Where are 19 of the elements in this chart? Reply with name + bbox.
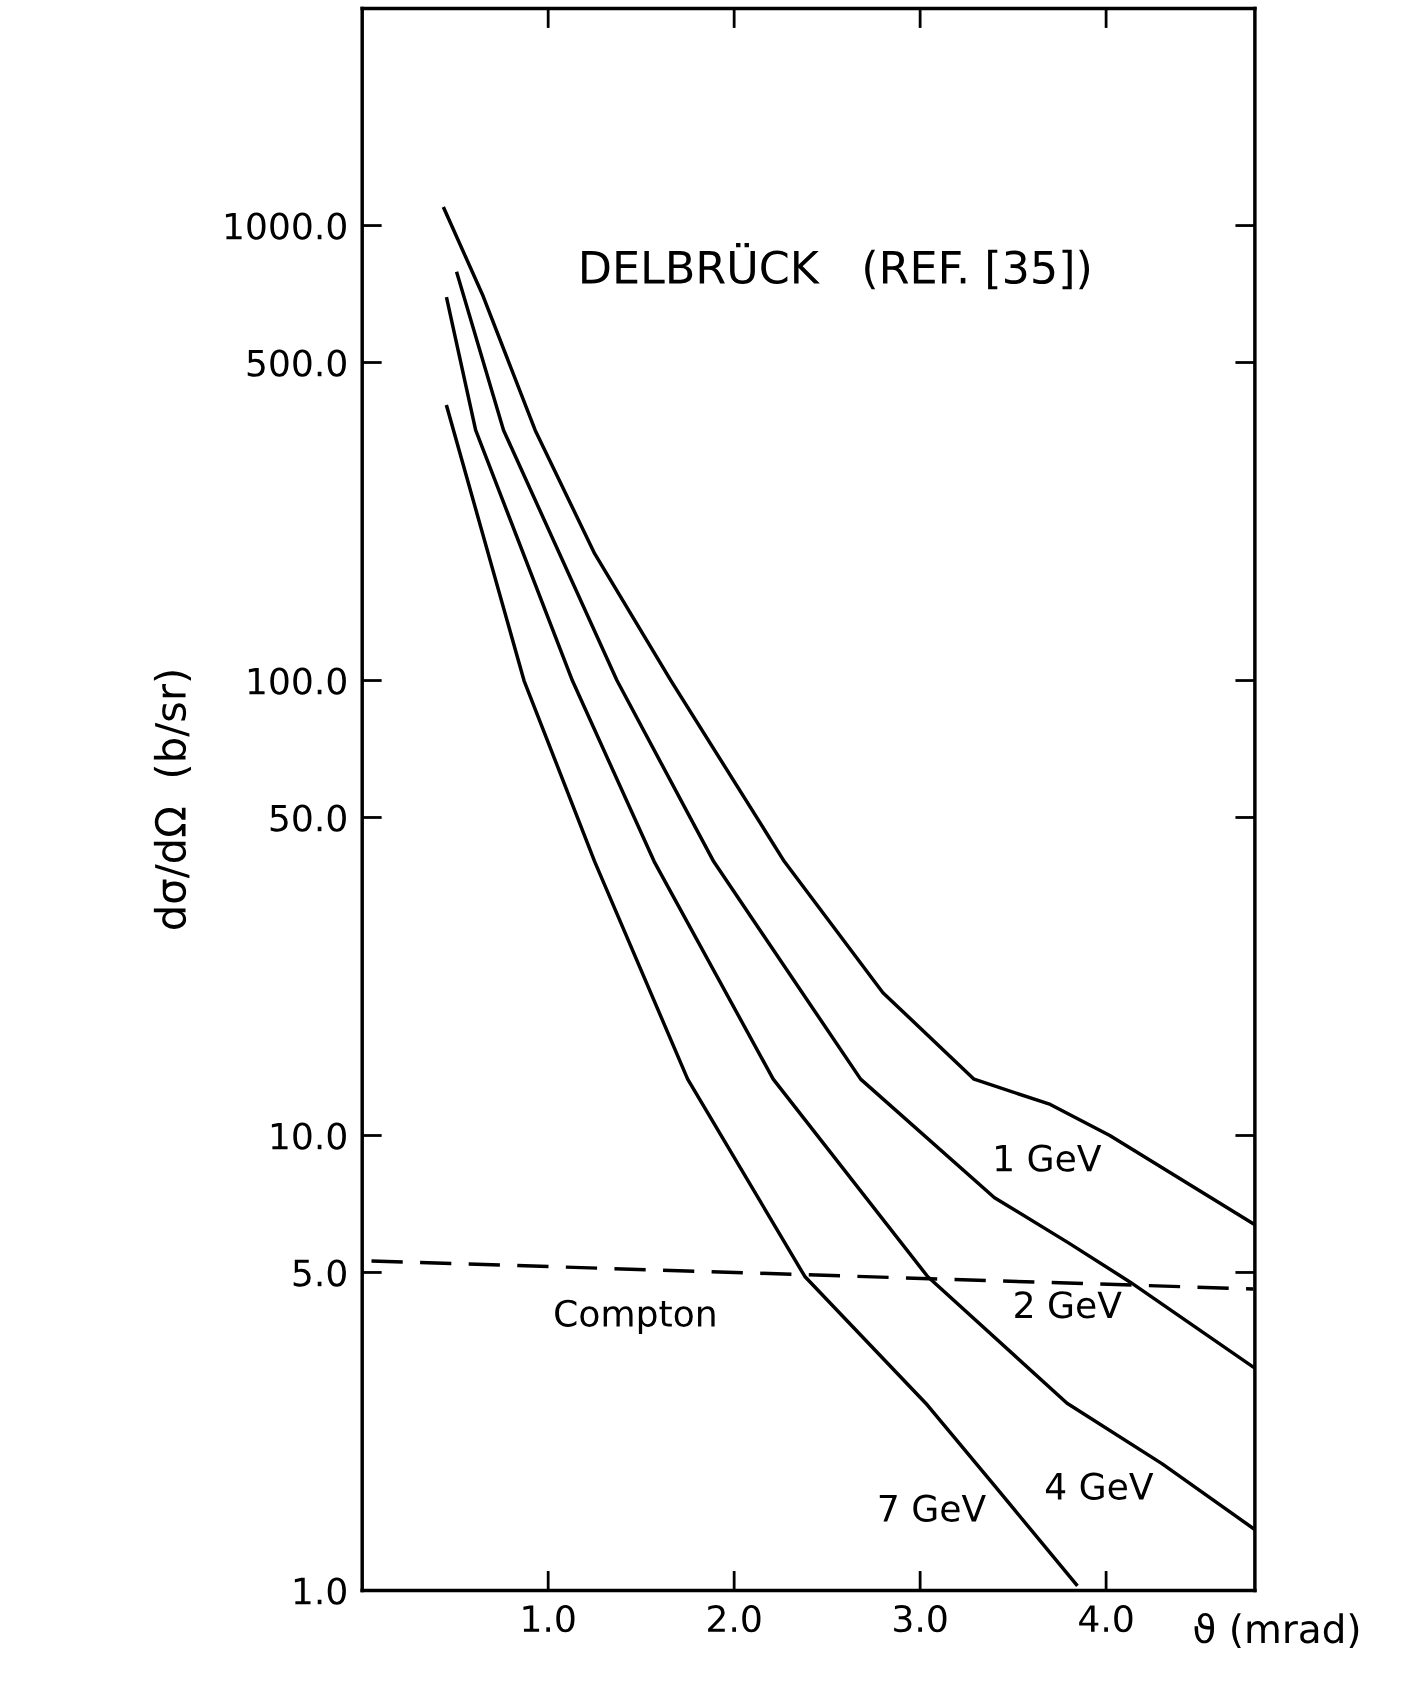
x-tick-label: 2.0 [708,1605,761,1633]
text: DELBRÜCK (REF. [35]) [582,242,1090,290]
y-tick-label: 10.0 [271,1122,346,1150]
x-tick-label: 3.0 [894,1605,947,1633]
y-tick-label: 500.0 [247,349,346,377]
x-tick-label: 1.0 [523,1605,575,1633]
series-label: Compton [555,1299,715,1334]
y-tick-label: 1000.0 [225,212,346,240]
y-tick-label: 100.0 [248,667,346,695]
series-label: 4 GeV [1045,1472,1154,1500]
x-axis-title: ϑ (mrad) [1194,1613,1359,1649]
y-tick-label: 1.0 [294,1577,346,1605]
series-label: 7 GeV [879,1494,986,1522]
y-tick-label: 50.0 [270,804,346,832]
x-tick-label: 4.0 [1079,1605,1133,1633]
y-axis-title: dσ/dΩ (b/sr) [153,671,192,929]
y-tick-label: 5.0 [293,1259,346,1287]
series-label: 1 GeV [996,1144,1102,1172]
series-label: 2 GeV [1015,1291,1122,1319]
